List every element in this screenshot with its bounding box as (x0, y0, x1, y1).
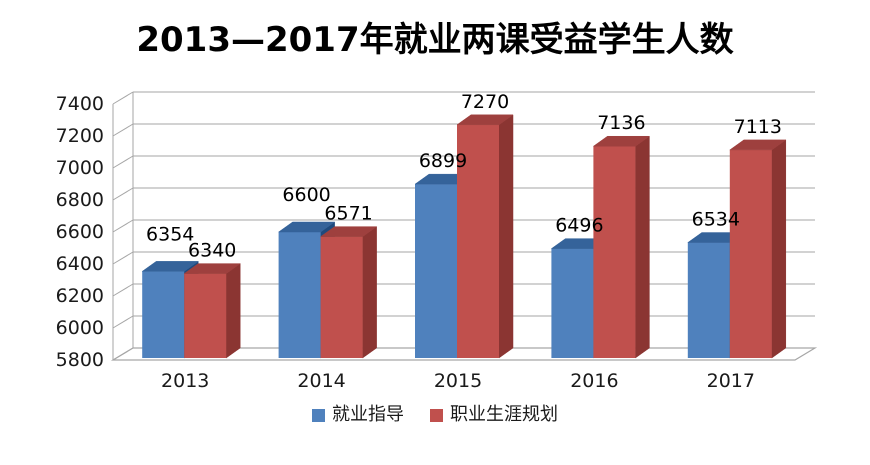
data-label: 7136 (597, 112, 645, 134)
gridline-diagonal (112, 283, 134, 297)
x-tick-label: 2014 (297, 370, 345, 392)
x-tick-label: 2016 (570, 370, 618, 392)
gridline-diagonal (112, 219, 134, 233)
y-tick-label: 7400 (56, 93, 104, 115)
bar-top-s1-2016 (592, 135, 651, 147)
bar-front-s0-2016 (551, 248, 594, 358)
legend-item-s0: 就业指导 (312, 406, 404, 424)
y-tick-label: 5800 (56, 349, 104, 371)
bar-top-s1-2013 (183, 263, 241, 274)
legend-swatch-s1 (430, 408, 443, 422)
chart-title: 2013—2017年就业两课受益学生人数 (136, 20, 734, 60)
data-label: 7113 (734, 116, 782, 138)
data-label: 6340 (188, 240, 236, 262)
x-tick-label: 2015 (434, 370, 482, 392)
bar-front-s1-2016 (593, 146, 636, 358)
bar-top-s1-2015 (456, 114, 514, 126)
gridline-diagonal (112, 123, 134, 137)
y-tick-label: 7000 (56, 157, 104, 179)
data-label: 6600 (282, 184, 330, 206)
y-tick-label: 6600 (56, 221, 104, 243)
bar-side-s1-2016 (635, 135, 650, 359)
bar-top-s1-2014 (319, 226, 378, 237)
x-tick-label: 2013 (161, 370, 209, 392)
data-label: 6354 (146, 223, 194, 245)
bar-front-s0-2014 (278, 232, 321, 358)
y-tick-label: 7200 (56, 125, 104, 147)
gridline-diagonal (112, 347, 134, 361)
bar-top-s0-2013 (141, 261, 199, 272)
bar-front-s1-2014 (320, 236, 363, 358)
gridline-diagonal (112, 315, 134, 329)
bar-side-s1-2015 (498, 114, 514, 359)
data-label: 7270 (461, 91, 509, 113)
bar-top-s0-2014 (277, 221, 336, 233)
y-tick-label: 6200 (56, 285, 104, 307)
bar-front-s0-2017 (687, 242, 730, 358)
y-tick-label: 6000 (56, 317, 104, 339)
gridline-diagonal (112, 187, 134, 201)
y-tick-label: 6800 (56, 189, 104, 211)
data-label: 6899 (419, 150, 467, 172)
bar-front-s1-2015 (457, 124, 499, 358)
legend: 就业指导 职业生涯规划 (0, 406, 870, 424)
legend-label-s1: 职业生涯规划 (450, 404, 558, 425)
bar-side-s1-2017 (771, 139, 787, 359)
gridline-diagonal (112, 91, 134, 105)
x-tick-label: 2017 (707, 370, 755, 392)
bar-front-s0-2013 (142, 271, 185, 358)
data-label: 6571 (324, 203, 372, 225)
gridline-diagonal (112, 251, 134, 265)
bar-top-s1-2017 (729, 139, 787, 151)
legend-label-s0: 就业指导 (332, 404, 404, 425)
gridline-diagonal (112, 155, 134, 169)
data-label: 6534 (692, 209, 740, 231)
y-tick-label: 6400 (56, 253, 104, 275)
bar-front-s0-2015 (415, 184, 457, 358)
legend-item-s1: 职业生涯规划 (430, 406, 558, 424)
data-label: 6496 (555, 215, 603, 237)
bar-front-s1-2017 (729, 149, 772, 358)
legend-swatch-s0 (312, 408, 325, 422)
bar-side-s1-2013 (225, 263, 241, 359)
bar-front-s1-2013 (184, 273, 227, 358)
bar-side-s1-2014 (362, 226, 377, 359)
